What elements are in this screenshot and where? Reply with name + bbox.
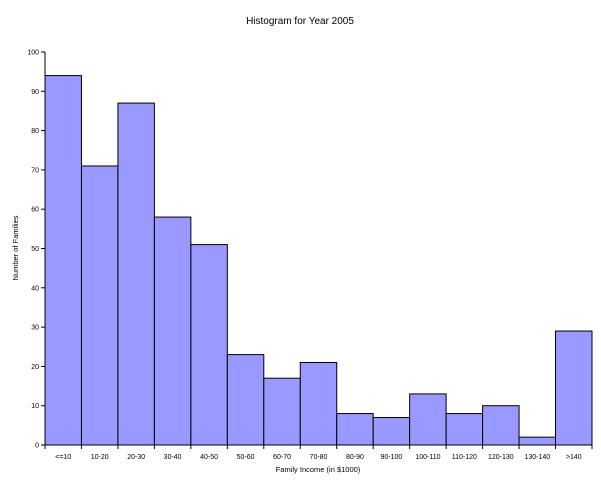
- x-tick-label-6: 60-70: [273, 454, 291, 461]
- bar-1: [80, 165, 119, 446]
- y-axis-title: Number of Families: [11, 215, 20, 280]
- chart-title: Histogram for Year 2005: [246, 16, 354, 27]
- bar-13: [518, 436, 557, 446]
- x-tick-label-1: 10-20: [91, 454, 109, 461]
- y-tick-label-7: 70: [31, 167, 39, 174]
- x-tick-label-11: 110-120: [452, 454, 477, 461]
- y-tick-label-9: 90: [31, 89, 39, 96]
- y-axis-ticks: 0 10 20 30 40 50 60 70 80 90 100: [27, 50, 45, 450]
- x-tick-label-13: 130-140: [524, 454, 550, 461]
- x-tick-label-3: 30-40: [164, 454, 182, 461]
- bar-14: [555, 330, 593, 446]
- y-tick-label-10: 100: [27, 50, 39, 57]
- bar-9: [372, 416, 411, 446]
- bar-7: [299, 361, 338, 446]
- x-tick-label-7: 70-80: [310, 454, 328, 461]
- x-tick-label-4: 40-50: [200, 454, 218, 461]
- x-axis-title: Family Income (in $1000): [276, 465, 361, 474]
- x-tick-label-10: 100-110: [415, 454, 440, 461]
- y-tick-label-1: 10: [31, 403, 39, 410]
- y-tick-label-5: 50: [31, 246, 39, 253]
- x-tick-label-9: 90-100: [381, 454, 403, 461]
- bar-2: [117, 102, 155, 446]
- x-tick-label-2: 20-30: [127, 454, 145, 461]
- y-tick-label-0: 0: [35, 443, 39, 450]
- y-tick-label-3: 30: [31, 325, 39, 332]
- x-tick-label-12: 120-130: [488, 454, 514, 461]
- bar-11: [445, 413, 484, 446]
- x-axis-ticks: <=10 10-20 20-30 30-40 40-50 50-60 60-70 70-80 8…: [44, 445, 593, 461]
- bar-0: [44, 75, 82, 446]
- bar-5: [226, 354, 265, 446]
- bar-12: [482, 405, 520, 446]
- y-tick-label-2: 20: [31, 364, 39, 371]
- bar-8: [336, 413, 374, 446]
- x-tick-label-8: 80-90: [346, 454, 364, 461]
- x-tick-label-0: <=10: [55, 454, 71, 461]
- x-tick-label-14: >140: [566, 454, 582, 461]
- y-tick-label-4: 40: [31, 285, 39, 292]
- bar-6: [263, 377, 301, 446]
- bar-3: [153, 216, 192, 446]
- y-tick-label-6: 60: [31, 207, 39, 214]
- bar-4: [190, 244, 228, 446]
- bar-10: [409, 393, 447, 446]
- x-tick-label-5: 50-60: [237, 454, 255, 461]
- y-tick-label-8: 80: [31, 128, 39, 135]
- bars-group: [44, 75, 593, 446]
